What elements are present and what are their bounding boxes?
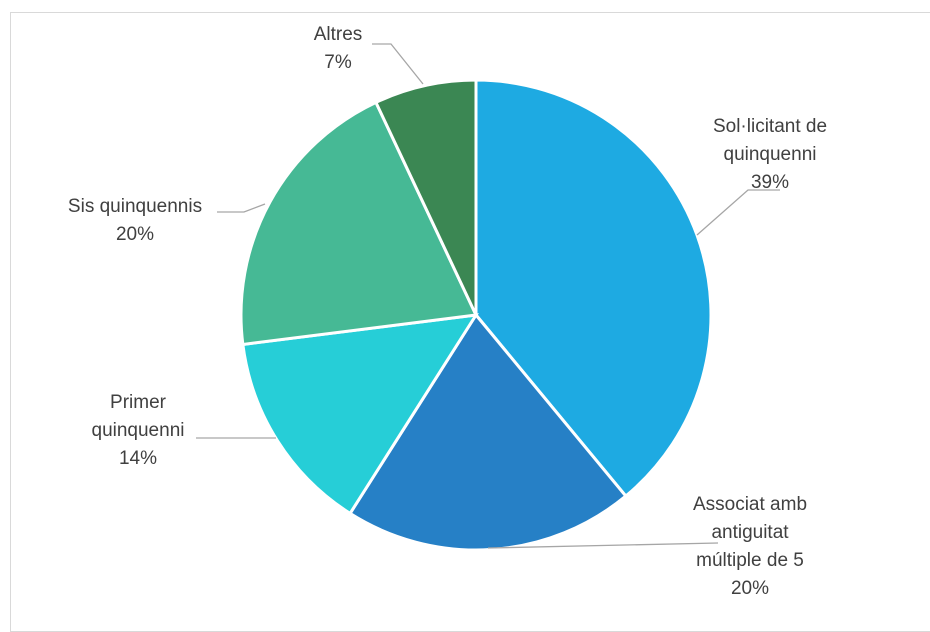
- leader-line: [487, 542, 719, 549]
- slice-category-label: Altres: [314, 24, 363, 45]
- data-labels: Sol·licitant de quinquenni 39% Associat amb…: [68, 24, 827, 599]
- slice-data-label: Sis quinquennis 20%: [68, 196, 202, 245]
- pie-slice: [474, 78, 713, 499]
- slice-data-label: Primer quinquenni 14%: [92, 392, 185, 469]
- slice-percent-label: 20%: [116, 224, 154, 245]
- slice-category-label: quinquenni: [92, 420, 185, 441]
- slice-category-label: Associat amb: [693, 494, 807, 515]
- slice-percent-label: 20%: [731, 578, 769, 599]
- pie-slice: [239, 100, 479, 347]
- slice-percent-label: 7%: [324, 52, 352, 73]
- pie-slices: [239, 78, 713, 552]
- slice-data-label: Altres 7%: [314, 24, 363, 73]
- slice-category-label: quinquenni: [724, 144, 817, 165]
- slice-category-label: Sol·licitant de: [713, 116, 827, 137]
- slice-data-label: Sol·licitant de quinquenni 39%: [713, 116, 827, 193]
- pie-slice: [348, 312, 628, 552]
- leader-lines: [196, 43, 780, 549]
- leader-line: [217, 203, 266, 213]
- leader-line: [696, 189, 780, 236]
- slice-category-label: antiguitat: [711, 522, 789, 543]
- pie-slice: [241, 313, 479, 516]
- slice-data-label: Associat amb antiguitat múltiple de 5 20%: [693, 494, 807, 599]
- slice-category-label: Primer: [110, 392, 167, 413]
- slice-percent-label: 39%: [751, 172, 789, 193]
- slice-category-label: Sis quinquennis: [68, 196, 202, 217]
- pie-slice: [373, 78, 478, 316]
- leader-line: [372, 43, 424, 85]
- slice-category-label: múltiple de 5: [696, 550, 804, 571]
- pie-chart: Sol·licitant de quinquenni 39% Associat amb…: [68, 24, 827, 599]
- slice-percent-label: 14%: [119, 448, 157, 469]
